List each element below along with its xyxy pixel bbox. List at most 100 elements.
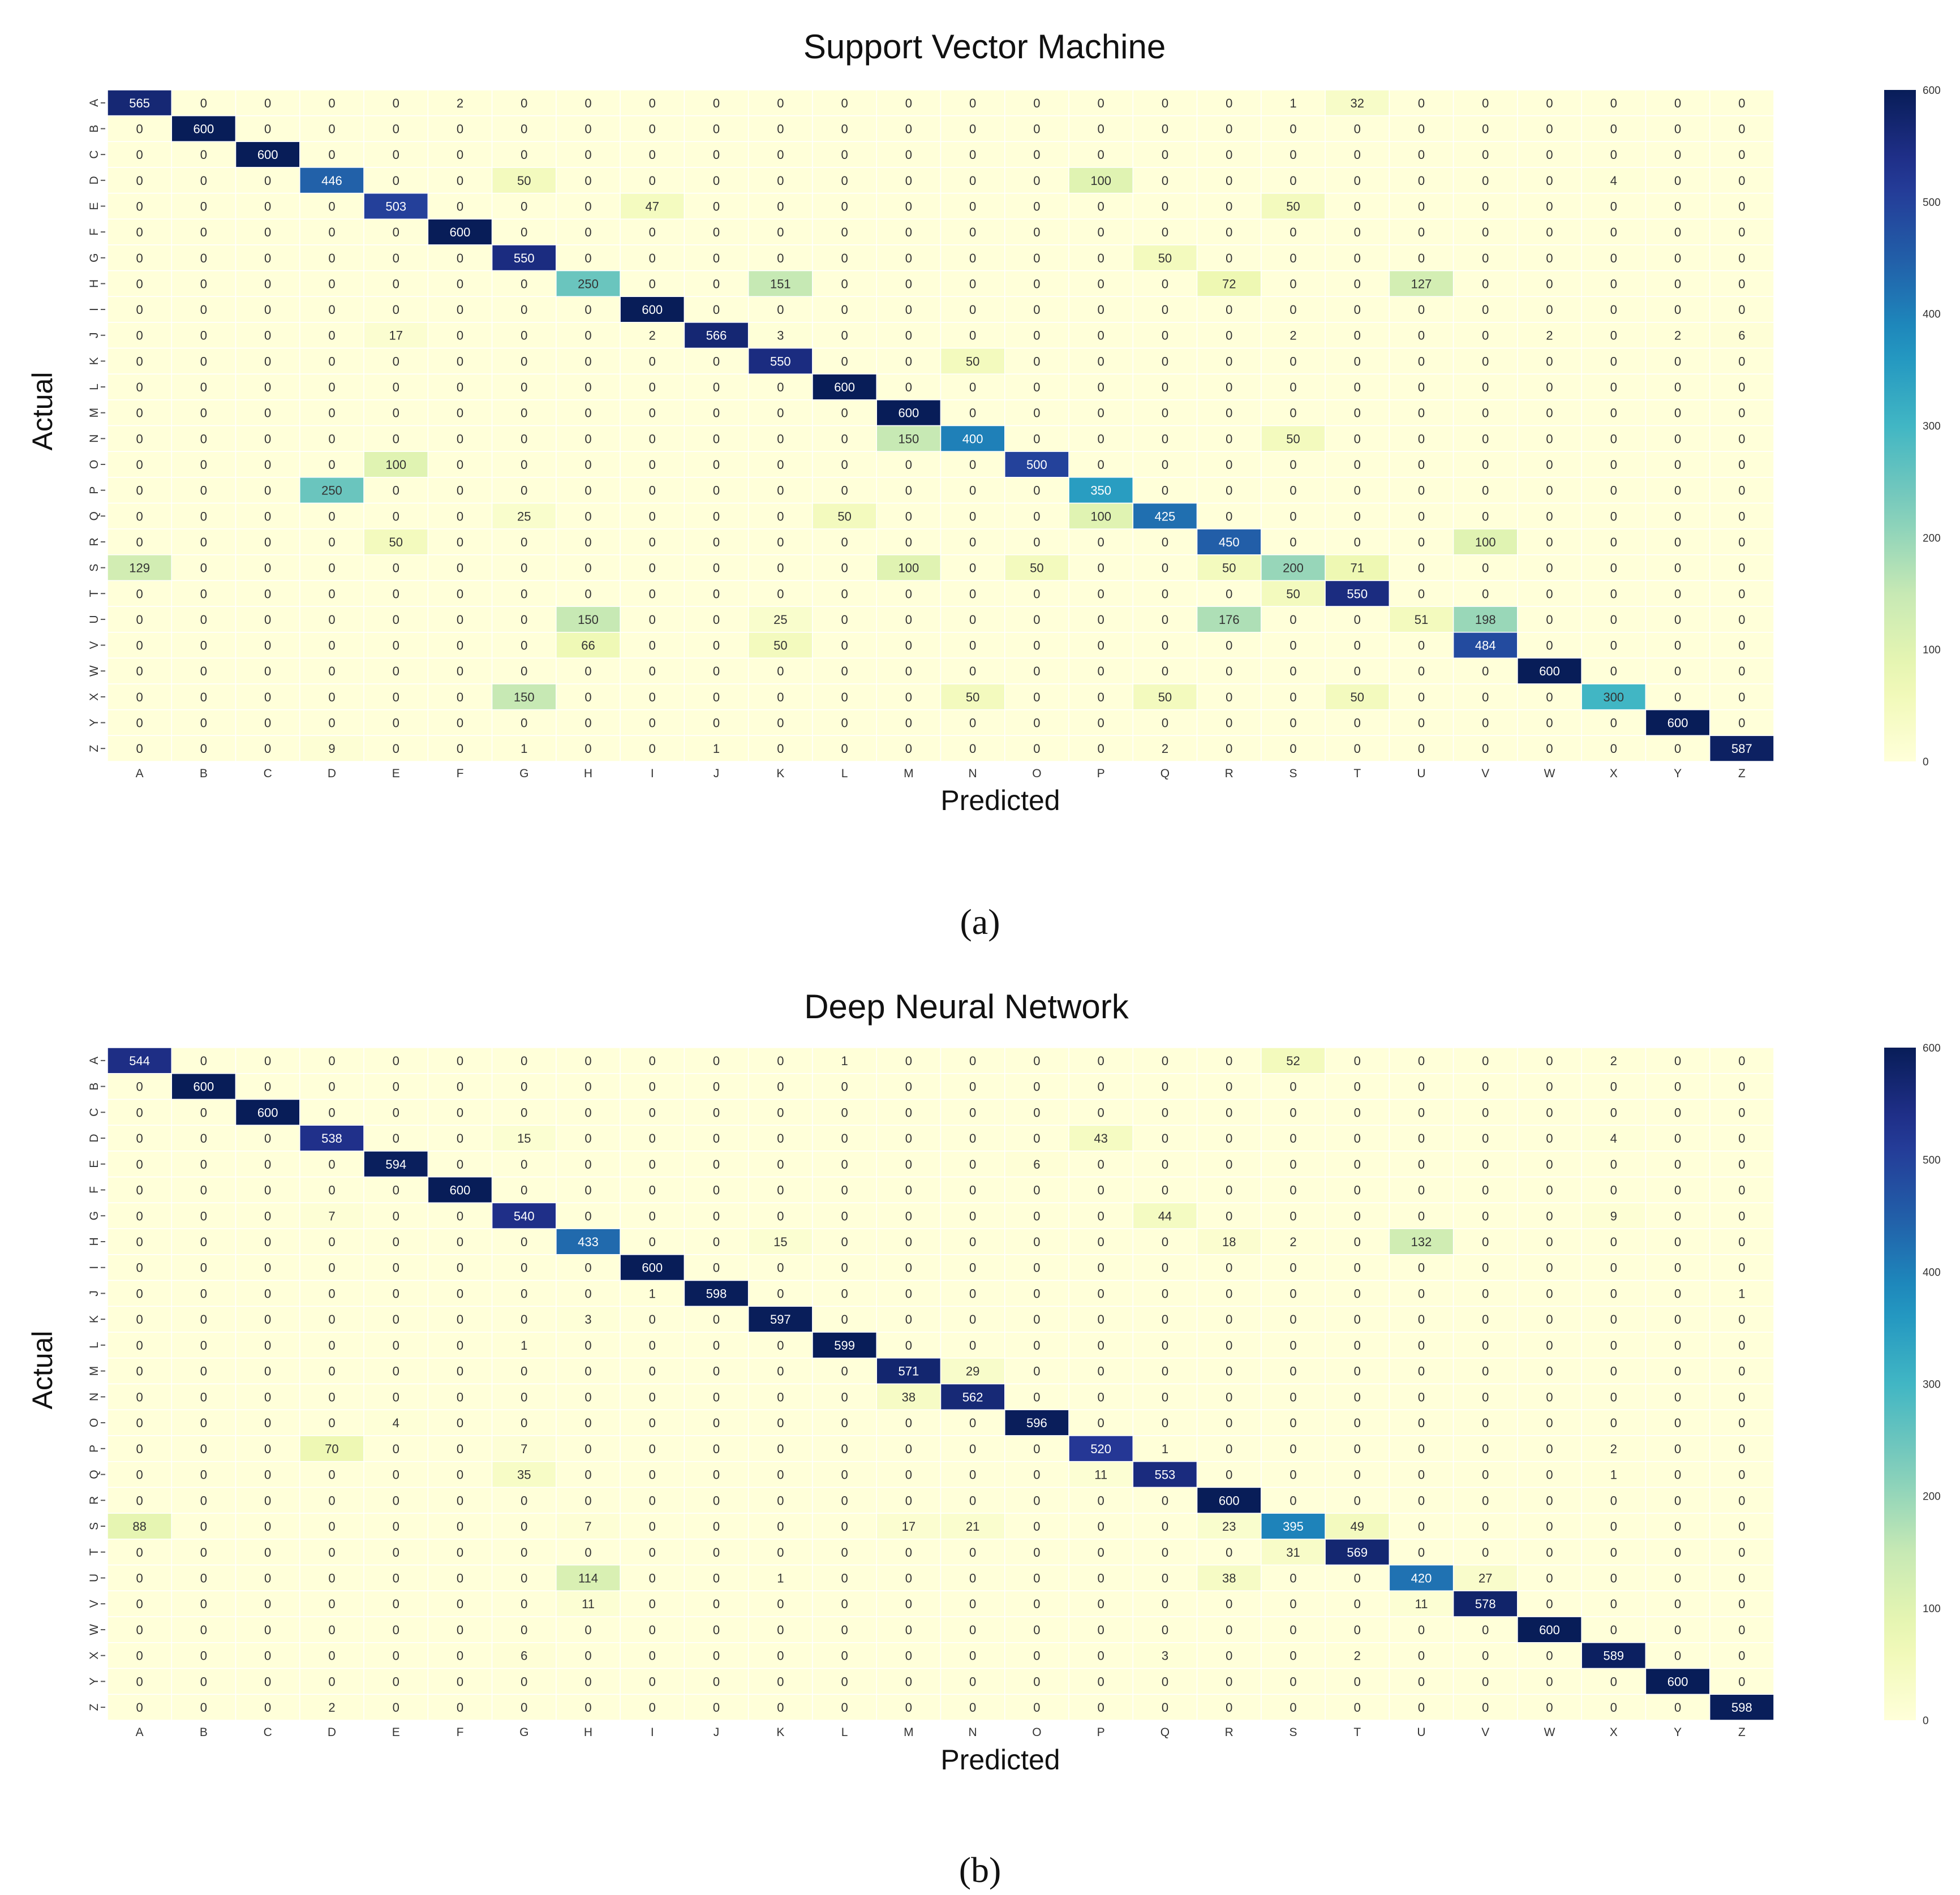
dnn-cell-value: 0 — [1033, 1312, 1040, 1326]
dnn-cell-value: 0 — [1098, 1571, 1104, 1585]
svm-cell-value: 0 — [1738, 174, 1745, 188]
dnn-cell-value: 0 — [1674, 1054, 1681, 1068]
svm-cell-value: 0 — [1674, 277, 1681, 291]
dnn-x-tick-label: O — [1032, 1726, 1041, 1739]
svm-cell-value: 0 — [1546, 432, 1553, 446]
dnn-cell-value: 0 — [1033, 1183, 1040, 1198]
svm-cell-value: 0 — [584, 174, 591, 188]
svm-cell-value: 0 — [1226, 380, 1232, 394]
svm-cell — [684, 244, 749, 272]
dnn-cell-value: 0 — [521, 1054, 527, 1068]
svm-cell-value: 0 — [1033, 277, 1040, 291]
svm-cell-value: 176 — [1219, 613, 1240, 627]
dnn-cell-value: 0 — [1546, 1468, 1553, 1482]
dnn-cell-value: 0 — [457, 1623, 463, 1637]
svm-cell — [235, 399, 300, 427]
svm-cell-value: 0 — [1738, 380, 1745, 394]
svm-cell-value: 0 — [841, 742, 848, 756]
dnn-colorbar-tick-label: 0 — [1923, 1715, 1929, 1727]
svm-cell-value: 0 — [200, 690, 207, 704]
svm-cell-value: 0 — [777, 199, 784, 213]
dnn-cell-value: 0 — [969, 1080, 976, 1094]
svm-cell-value: 0 — [649, 613, 656, 627]
dnn-cell-value: 0 — [649, 1209, 656, 1223]
dnn-cell-value: 0 — [1098, 1286, 1104, 1300]
svm-cell-value: 50 — [1222, 561, 1236, 575]
svm-cell-value: 0 — [393, 406, 399, 420]
svm-cell-value: 0 — [136, 251, 143, 265]
dnn-cell-value: 0 — [1162, 1493, 1168, 1508]
dnn-cell-value: 0 — [457, 1442, 463, 1456]
svm-cell-value: 0 — [1546, 148, 1553, 162]
dnn-cell-value: 0 — [521, 1286, 527, 1300]
svm-cell — [1196, 322, 1262, 349]
svm-cell — [1068, 373, 1134, 400]
dnn-cell-value: 0 — [841, 1364, 848, 1379]
dnn-cell-value: 0 — [521, 1157, 527, 1172]
svm-cell-value: 0 — [1738, 199, 1745, 213]
dnn-x-axis-label: Predicted — [940, 1744, 1060, 1776]
svm-cell-value: 0 — [521, 484, 527, 498]
dnn-cell-value: 0 — [1482, 1493, 1489, 1508]
dnn-cell-value: 0 — [1098, 1235, 1104, 1249]
dnn-cell-value: 44 — [1158, 1209, 1172, 1223]
svm-cell-value: 0 — [457, 716, 463, 730]
svm-cell-value: 0 — [328, 690, 335, 704]
svm-cell — [1068, 399, 1134, 427]
dnn-cell-value: 0 — [1354, 1468, 1361, 1482]
dnn-cell-value: 0 — [1482, 1338, 1489, 1353]
svm-cell-value: 0 — [200, 199, 207, 213]
svm-cell-value: 0 — [1674, 225, 1681, 239]
svm-cell-value: 0 — [1290, 742, 1296, 756]
svm-cell-value: 0 — [1226, 96, 1232, 110]
dnn-cell-value: 540 — [514, 1209, 535, 1223]
svm-cell-value: 0 — [713, 716, 720, 730]
dnn-cell-value: 0 — [1674, 1623, 1681, 1637]
svm-cell — [1196, 218, 1262, 246]
svm-cell-value: 0 — [777, 148, 784, 162]
svm-cell-value: 0 — [1546, 225, 1553, 239]
svm-cell-value: 446 — [321, 174, 342, 188]
dnn-cell-value: 0 — [649, 1571, 656, 1585]
svm-cell-value: 2 — [1162, 742, 1168, 756]
svm-cell-value: 0 — [264, 664, 271, 678]
svm-cell-value: 0 — [905, 380, 912, 394]
dnn-y-tick-label: Y — [88, 1677, 101, 1685]
dnn-x-tick-label: F — [457, 1726, 464, 1739]
svm-cell-value: 0 — [1418, 716, 1425, 730]
svm-cell-value: 0 — [328, 251, 335, 265]
dnn-cell-value: 0 — [649, 1157, 656, 1172]
svm-cell-value: 0 — [584, 509, 591, 523]
svm-cell — [1517, 244, 1582, 272]
svm-cell — [171, 218, 237, 246]
svm-cell-value: 0 — [136, 587, 143, 601]
dnn-cell-value: 0 — [328, 1649, 335, 1663]
dnn-cell-value: 0 — [777, 1468, 784, 1482]
svm-cell-value: 0 — [457, 174, 463, 188]
dnn-cell-value: 0 — [584, 1390, 591, 1404]
svm-cell — [1261, 373, 1326, 400]
svm-x-tick-label: S — [1289, 767, 1297, 780]
dnn-cell-value: 0 — [777, 1390, 784, 1404]
dnn-cell-value: 0 — [841, 1286, 848, 1300]
svm-cell — [1645, 218, 1710, 246]
svm-cell-value: 0 — [905, 251, 912, 265]
svm-cell-value: 0 — [264, 354, 271, 368]
svm-cell — [684, 502, 749, 529]
dnn-cell-value: 0 — [1162, 1416, 1168, 1430]
dnn-cell-value: 0 — [713, 1338, 720, 1353]
svm-cell-value: 0 — [713, 225, 720, 239]
svm-cell-value: 0 — [136, 354, 143, 368]
dnn-cell-value: 0 — [1738, 1442, 1745, 1456]
dnn-cell-value: 0 — [457, 1468, 463, 1482]
svm-cell-value: 0 — [969, 303, 976, 317]
svm-cell-value: 0 — [649, 96, 656, 110]
dnn-y-tick-label: N — [88, 1393, 101, 1401]
svm-cell — [107, 89, 173, 117]
svm-cell-value: 25 — [517, 509, 531, 523]
dnn-cell-value: 0 — [1354, 1338, 1361, 1353]
svm-cell-value: 0 — [1354, 225, 1361, 239]
svm-cell-value: 0 — [1098, 432, 1104, 446]
svm-panel-caption: (a) — [960, 902, 1000, 942]
